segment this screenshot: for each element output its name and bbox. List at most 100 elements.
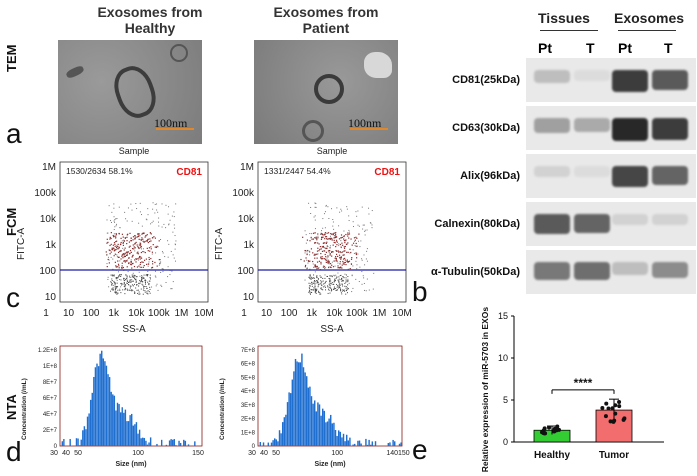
event-dot [333,274,335,276]
event-dot-positive [335,253,338,255]
event-dot [161,285,163,287]
event-dot-negative [136,289,138,291]
event-dot-negative [313,287,315,289]
nta-histogram-bar [138,429,141,446]
event-dot-negative [146,292,148,294]
event-dot [357,253,359,255]
event-dot-positive [137,233,139,235]
fcm-x-tick-label: 1M [174,308,188,319]
nta-histogram-bar [119,412,122,446]
event-dot-positive [333,260,335,262]
fcm-events [300,202,375,295]
event-dot [315,232,317,234]
event-dot-positive [343,263,345,266]
event-dot-negative [313,289,315,291]
event-dot-positive [142,266,144,268]
event-dot [174,260,176,262]
event-dot-positive [151,237,154,239]
event-dot-positive [339,251,341,253]
nta-histogram-bar [102,358,105,446]
event-dot [324,227,326,229]
event-dot [112,258,114,260]
event-dot [115,225,117,227]
nta-bars [61,350,196,446]
event-dot [116,223,118,225]
event-dot [106,263,108,265]
event-dot-positive [146,240,148,242]
event-dot [163,223,165,225]
event-dot-positive [342,254,344,256]
event-dot [316,268,318,270]
exosome-vesicle [314,74,344,104]
event-dot-negative [309,274,311,276]
event-dot-negative [148,284,150,286]
event-dot-negative [142,284,144,286]
event-dot-positive [340,258,342,260]
event-dot-positive [124,252,126,254]
nta-histogram-bar [331,423,334,446]
event-dot-positive [110,237,112,240]
event-dot-positive [333,241,335,244]
event-dot-positive [124,255,126,257]
fcm-y-tick-label: 1k [45,240,57,251]
event-dot-positive [331,264,333,266]
event-dot-positive [330,237,332,239]
event-dot-positive [344,240,346,242]
event-dot-positive [344,250,346,252]
nta-x-axis-label: Size (nm) [314,461,345,468]
event-dot-positive [321,256,323,258]
y-tick-label: 15 [498,311,508,321]
event-dot-positive [339,257,341,259]
event-dot-negative [321,281,323,283]
nta-x-tick-label: 40 [62,450,70,457]
event-dot [168,223,170,225]
event-dot-positive [132,236,135,238]
event-dot [162,271,164,273]
event-dot [346,208,348,210]
event-dot-negative [122,283,124,285]
event-dot [169,274,171,276]
event-dot [173,216,175,218]
event-dot-positive [356,257,358,259]
nta-y-tick-label: 2E+7 [43,428,58,434]
event-dot-positive [316,265,318,268]
nta-histogram-bar [358,440,361,446]
event-dot-positive [348,237,350,239]
event-dot-negative [131,274,133,276]
event-dot-positive [118,247,120,249]
event-dot-positive [336,244,338,246]
debris-particle [364,52,392,78]
nta-histogram-bar [320,415,322,446]
event-dot-negative [311,291,313,293]
event-dot [113,207,115,209]
event-dot-negative [314,292,316,294]
nta-histogram-bar [113,395,116,446]
event-dot-positive [314,237,316,239]
event-dot-positive [119,243,122,246]
event-dot-positive [152,244,154,246]
wb-band-label: Alix(96kDa) [460,170,520,182]
event-dot-positive [329,253,331,255]
event-dot [146,219,148,221]
event-dot-positive [122,257,124,259]
event-dot-negative [328,289,330,291]
nta-histogram-bar [77,438,79,446]
event-dot-positive [128,257,130,259]
event-dot-positive [109,253,111,255]
event-dot [152,208,154,210]
event-dot-positive [158,259,160,261]
event-dot-negative [135,278,137,280]
event-dot-positive [347,261,349,263]
nta-y-tick-label: 7E+8 [241,348,256,354]
event-dot-positive [122,236,124,238]
event-dot-positive [325,261,327,263]
nta-histogram-bar [317,402,319,446]
event-dot-negative [148,291,150,293]
event-dot-negative [133,275,135,277]
event-dot-negative [345,274,347,276]
fcm-y-tick-label: 100 [237,266,254,277]
nta-histogram-bar [272,440,274,446]
event-dot-negative [331,289,333,291]
event-dot [171,270,173,272]
event-dot [310,237,312,239]
